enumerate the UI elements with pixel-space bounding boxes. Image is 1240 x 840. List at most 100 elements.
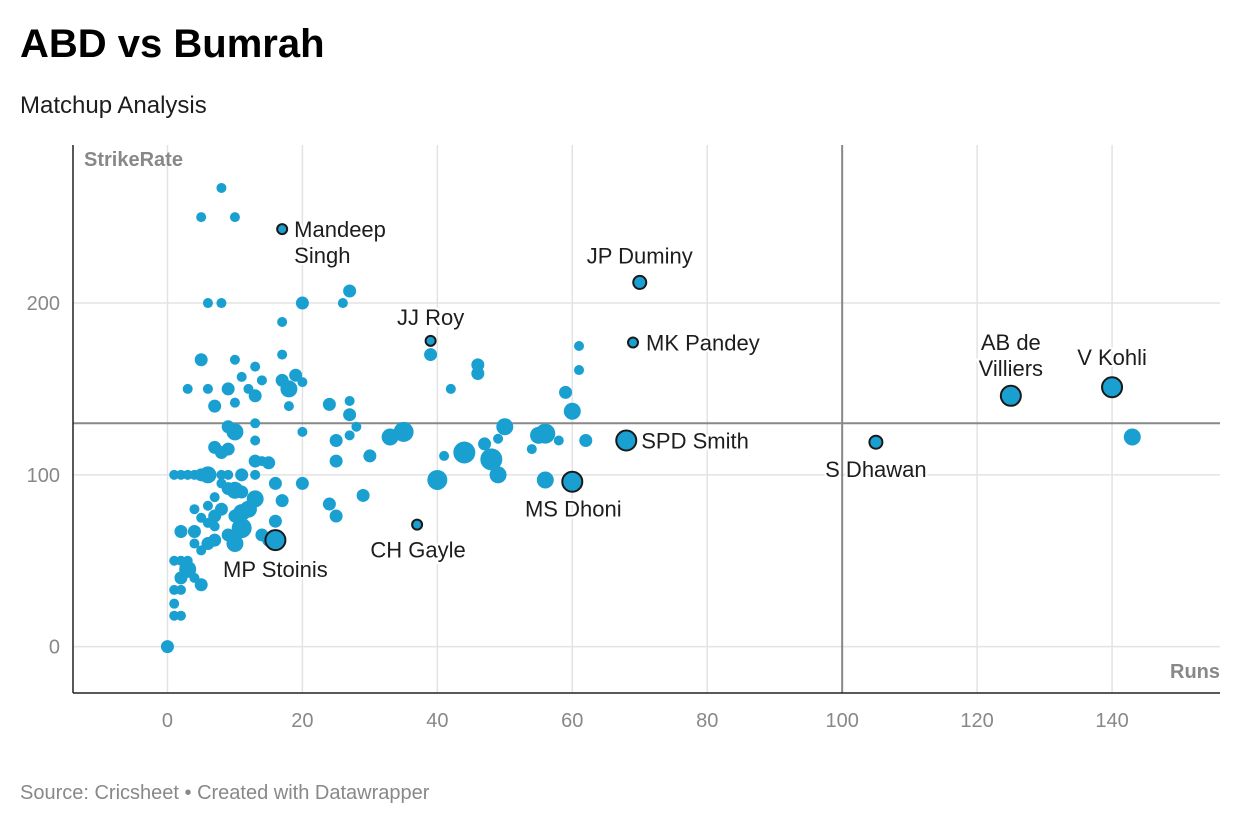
grid-lines	[73, 145, 1220, 693]
data-point	[574, 340, 585, 351]
data-point	[250, 361, 261, 372]
data-point	[329, 433, 343, 447]
data-point	[553, 435, 564, 446]
data-point	[268, 476, 282, 490]
data-point	[329, 454, 343, 468]
data-point	[160, 640, 174, 654]
point-label-line: JJ Roy	[397, 305, 464, 330]
data-point	[1123, 428, 1141, 446]
data-point	[250, 469, 261, 480]
highlighted-point	[615, 429, 638, 452]
highlighted-point	[999, 384, 1022, 407]
point-label-line: MP Stoinis	[223, 557, 328, 582]
data-point	[174, 525, 188, 539]
data-point	[248, 389, 262, 403]
reference-lines	[73, 145, 1220, 693]
data-point	[209, 521, 220, 532]
data-point	[289, 368, 303, 382]
data-point	[229, 212, 240, 223]
data-point	[182, 383, 193, 394]
point-label-line: V Kohli	[1077, 345, 1147, 370]
data-point	[478, 437, 492, 451]
y-tick-label: 100	[27, 465, 60, 487]
data-point	[297, 426, 308, 437]
point-label: MK Pandey	[646, 331, 760, 356]
data-point	[231, 518, 252, 539]
data-point	[208, 399, 222, 413]
point-label-line: MS Dhoni	[525, 497, 622, 522]
data-point	[202, 500, 213, 511]
point-label: SPD Smith	[641, 428, 749, 453]
data-point	[199, 466, 217, 484]
data-point	[356, 488, 370, 502]
data-point	[445, 383, 456, 394]
point-labels: Mandeep Singh JP Duminy JJ Roy MK Pandey AB d…	[221, 215, 1149, 584]
data-point	[563, 402, 581, 420]
data-point	[343, 284, 357, 298]
highlighted-point	[868, 434, 884, 450]
data-point	[229, 354, 240, 365]
x-tick-label: 140	[1095, 710, 1128, 732]
point-label-line: S Dhawan	[825, 457, 927, 482]
x-tick-label: 40	[426, 710, 448, 732]
data-point	[493, 433, 504, 444]
data-point	[579, 433, 593, 447]
y-tick-label: 0	[49, 637, 60, 659]
data-point	[295, 296, 309, 310]
x-axis-title: Runs	[1170, 661, 1220, 683]
x-tick-label: 80	[696, 710, 718, 732]
point-label: Mandeep Singh	[294, 217, 386, 268]
point-label: JP Duminy	[587, 243, 693, 268]
data-point	[329, 509, 343, 523]
data-point	[194, 578, 208, 592]
highlighted-points	[264, 223, 1124, 552]
data-point	[344, 395, 355, 406]
data-point	[256, 375, 267, 386]
data-point	[221, 382, 235, 396]
data-point	[262, 456, 276, 470]
data-point	[235, 468, 249, 482]
x-tick-label: 20	[291, 710, 313, 732]
data-point	[250, 435, 261, 446]
data-point	[209, 492, 220, 503]
x-tick-label: 60	[561, 710, 583, 732]
point-label-line: Mandeep	[294, 217, 386, 242]
data-point	[216, 182, 227, 193]
x-tick-label: 120	[960, 710, 993, 732]
data-point	[297, 377, 308, 388]
x-tick-label: 0	[162, 710, 173, 732]
data-point	[175, 584, 186, 595]
data-point	[229, 397, 240, 408]
point-label-line: AB de	[981, 330, 1041, 355]
data-point	[363, 449, 377, 463]
point-label: CH Gayle	[370, 538, 465, 563]
y-axis-title: StrikeRate	[84, 149, 183, 171]
highlighted-point	[1101, 376, 1124, 399]
point-label-line: SPD Smith	[641, 428, 749, 453]
point-label: MS Dhoni	[525, 497, 622, 522]
data-point	[277, 316, 288, 327]
data-point	[393, 421, 414, 442]
data-point	[226, 535, 244, 553]
data-point	[351, 421, 362, 432]
data-point	[182, 555, 193, 566]
chart-title: ABD vs Bumrah	[20, 22, 325, 66]
data-point	[471, 358, 485, 372]
point-label-line: Villiers	[979, 356, 1043, 381]
data-point	[559, 385, 573, 399]
data-point	[202, 298, 213, 309]
highlighted-point	[276, 223, 289, 236]
data-point	[439, 450, 450, 461]
data-point	[322, 397, 336, 411]
data-point	[280, 380, 298, 398]
axes: 0 20 40 60 80 100 120 140 0 100 200 StrikeRate Runs	[27, 145, 1220, 732]
data-point	[226, 423, 244, 441]
data-point	[208, 533, 222, 547]
data-point	[250, 418, 261, 429]
data-point	[275, 494, 289, 508]
highlighted-point	[632, 274, 648, 290]
highlighted-point	[411, 518, 424, 531]
data-point	[246, 490, 264, 508]
point-label: JJ Roy	[397, 305, 464, 330]
data-point	[202, 383, 213, 394]
